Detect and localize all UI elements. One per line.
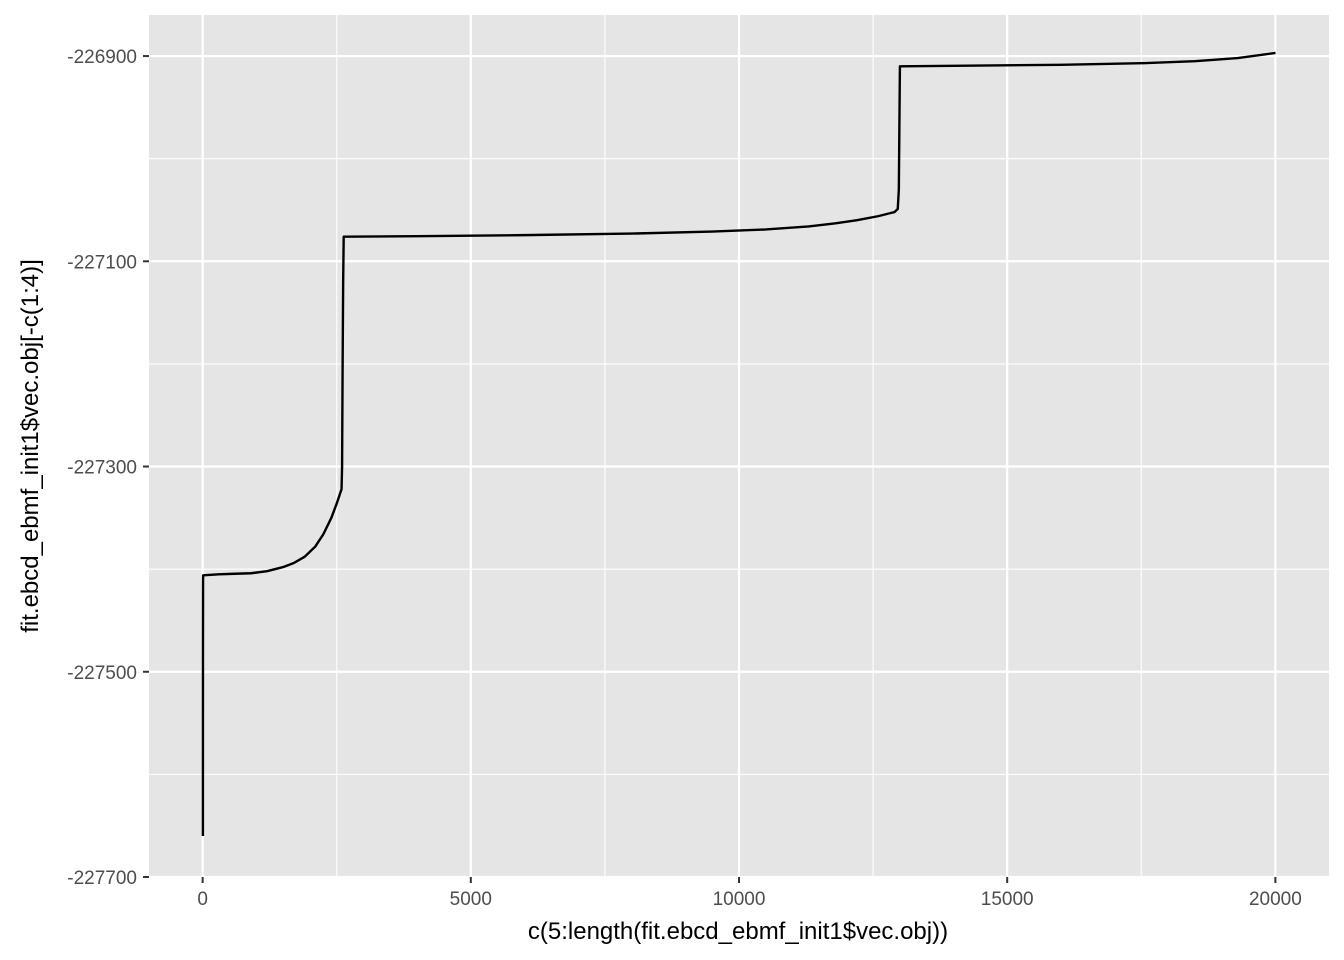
x-tick-label: 15000 xyxy=(981,889,1034,910)
y-tick-label: -227300 xyxy=(67,458,137,479)
y-tick-label: -226900 xyxy=(67,47,137,68)
x-axis-title: c(5:length(fit.ebcd_ebmf_init1$vec.obj)) xyxy=(528,918,948,945)
y-axis: -227700 -227500 -227300 -227100 -226900 xyxy=(67,47,149,889)
y-tick-label: -227500 xyxy=(67,663,137,684)
y-tick-label: -227700 xyxy=(67,868,137,889)
major-gridlines xyxy=(149,15,1329,879)
x-tick-label: 5000 xyxy=(450,889,492,910)
series-layer xyxy=(201,51,1276,836)
x-tick-label: 20000 xyxy=(1249,889,1302,910)
y-tick-label: -227100 xyxy=(67,252,137,273)
series-line xyxy=(201,51,1276,836)
y-axis-title: fit.ebcd_ebmf_init1$vec.obj[-c(1:4)] xyxy=(17,259,44,633)
x-tick-label: 10000 xyxy=(713,889,766,910)
x-tick-label: 0 xyxy=(197,889,208,910)
x-axis: 0 5000 10000 15000 20000 xyxy=(197,877,1302,910)
